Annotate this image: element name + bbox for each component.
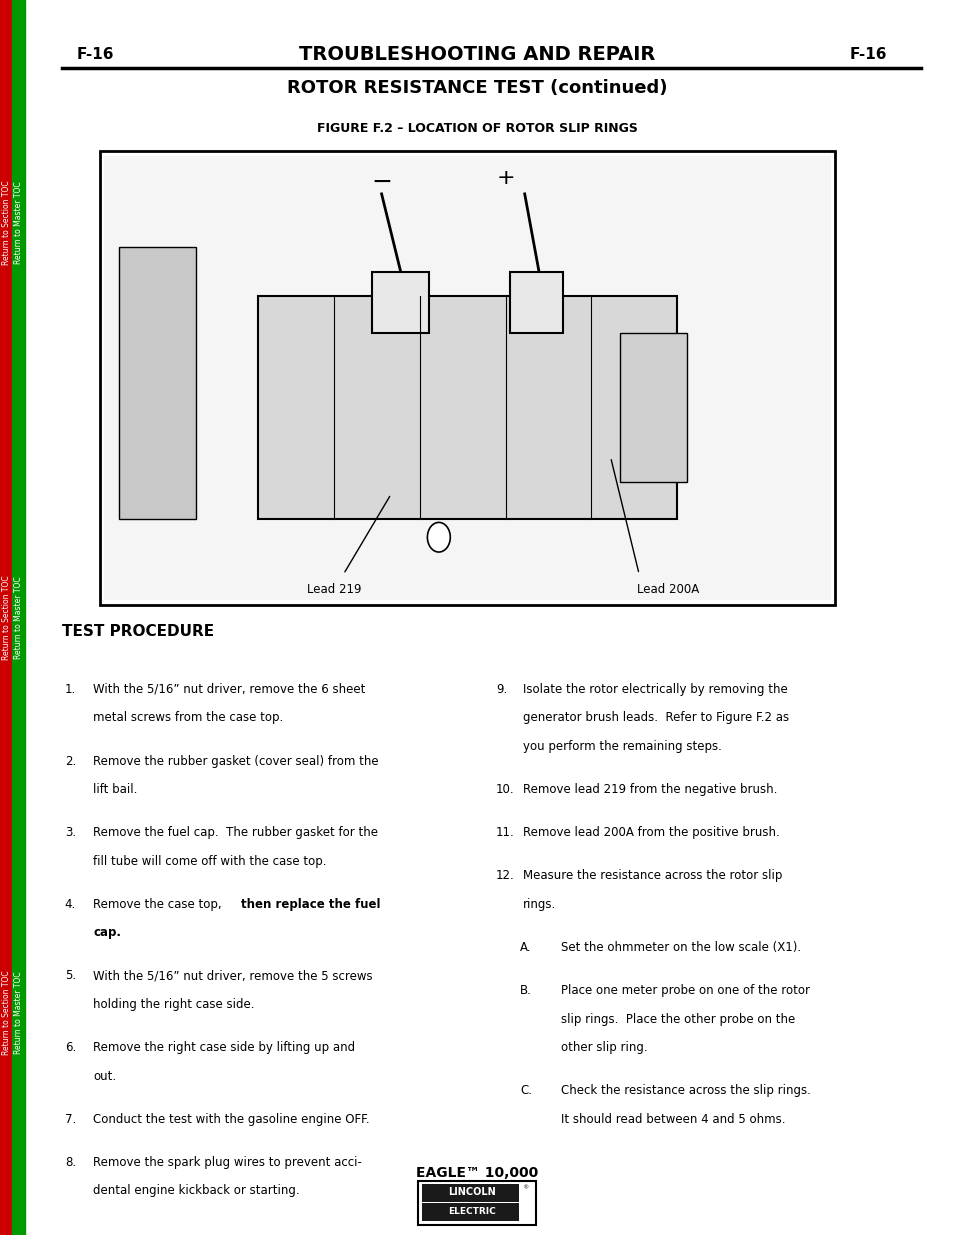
Text: Place one meter probe on one of the rotor: Place one meter probe on one of the roto… — [560, 984, 809, 998]
Bar — [100, 151, 834, 605]
Text: Remove the rubber gasket (cover seal) from the: Remove the rubber gasket (cover seal) fr… — [93, 755, 378, 768]
Circle shape — [427, 522, 450, 552]
Text: Remove lead 200A from the positive brush.: Remove lead 200A from the positive brush… — [522, 826, 779, 840]
Bar — [119, 247, 195, 519]
Text: 1.: 1. — [65, 683, 76, 697]
Text: cap.: cap. — [93, 926, 121, 940]
Text: 5.: 5. — [65, 969, 76, 983]
Text: F-16: F-16 — [849, 47, 886, 62]
Text: Check the resistance across the slip rings.: Check the resistance across the slip rin… — [560, 1084, 810, 1098]
Text: ®: ® — [521, 1186, 528, 1191]
Text: Remove lead 219 from the negative brush.: Remove lead 219 from the negative brush. — [522, 783, 777, 797]
Text: FIGURE F.2 – LOCATION OF ROTOR SLIP RINGS: FIGURE F.2 – LOCATION OF ROTOR SLIP RING… — [316, 122, 637, 135]
Text: Return to Section TOC: Return to Section TOC — [2, 180, 10, 264]
Bar — [12, 0, 25, 1235]
Text: generator brush leads.  Refer to Figure F.2 as: generator brush leads. Refer to Figure F… — [522, 711, 788, 725]
Text: 6.: 6. — [65, 1041, 76, 1055]
Text: Return to Section TOC: Return to Section TOC — [2, 576, 10, 659]
Text: 2.: 2. — [65, 755, 76, 768]
Text: Remove the case top,: Remove the case top, — [93, 898, 226, 911]
Bar — [257, 296, 677, 519]
Text: Conduct the test with the gasoline engine OFF.: Conduct the test with the gasoline engin… — [93, 1113, 370, 1126]
Bar — [421, 1184, 518, 1202]
Text: Remove the fuel cap.  The rubber gasket for the: Remove the fuel cap. The rubber gasket f… — [93, 826, 378, 840]
Bar — [104, 156, 830, 600]
Text: 7.: 7. — [65, 1113, 76, 1126]
Text: 10.: 10. — [496, 783, 515, 797]
Text: F-16: F-16 — [76, 47, 113, 62]
Text: 9.: 9. — [496, 683, 507, 697]
Text: Remove the right case side by lifting up and: Remove the right case side by lifting up… — [93, 1041, 355, 1055]
Text: Measure the resistance across the rotor slip: Measure the resistance across the rotor … — [522, 869, 781, 883]
Bar — [510, 272, 562, 333]
Text: B.: B. — [519, 984, 531, 998]
Text: EAGLE™ 10,000: EAGLE™ 10,000 — [416, 1166, 537, 1181]
Bar — [417, 1181, 536, 1225]
Bar — [372, 272, 429, 333]
Text: you perform the remaining steps.: you perform the remaining steps. — [522, 740, 720, 753]
Text: then replace the fuel: then replace the fuel — [241, 898, 380, 911]
Text: Return to Section TOC: Return to Section TOC — [2, 971, 10, 1055]
Text: With the 5/16” nut driver, remove the 6 sheet: With the 5/16” nut driver, remove the 6 … — [93, 683, 366, 697]
Text: C.: C. — [519, 1084, 532, 1098]
Text: Return to Master TOC: Return to Master TOC — [13, 182, 23, 263]
Text: Remove the spark plug wires to prevent acci-: Remove the spark plug wires to prevent a… — [93, 1156, 362, 1170]
Text: slip rings.  Place the other probe on the: slip rings. Place the other probe on the — [560, 1013, 795, 1026]
Text: 12.: 12. — [496, 869, 515, 883]
Text: Set the ohmmeter on the low scale (X1).: Set the ohmmeter on the low scale (X1). — [560, 941, 801, 955]
Text: 8.: 8. — [65, 1156, 76, 1170]
Text: LINCOLN: LINCOLN — [448, 1187, 496, 1197]
Text: Return to Master TOC: Return to Master TOC — [13, 972, 23, 1053]
Text: A.: A. — [519, 941, 531, 955]
Bar — [0, 0, 12, 1235]
Text: Isolate the rotor electrically by removing the: Isolate the rotor electrically by removi… — [522, 683, 787, 697]
Text: out.: out. — [93, 1070, 116, 1083]
Text: 11.: 11. — [496, 826, 515, 840]
Text: lift bail.: lift bail. — [93, 783, 138, 797]
Text: fill tube will come off with the case top.: fill tube will come off with the case to… — [93, 855, 327, 868]
Text: holding the right case side.: holding the right case side. — [93, 998, 254, 1011]
Text: 4.: 4. — [65, 898, 76, 911]
Text: TEST PROCEDURE: TEST PROCEDURE — [62, 624, 213, 638]
Bar — [421, 1203, 518, 1221]
Text: Lead 200A: Lead 200A — [636, 583, 699, 597]
Text: Return to Master TOC: Return to Master TOC — [13, 577, 23, 658]
Text: ROTOR RESISTANCE TEST (continued): ROTOR RESISTANCE TEST (continued) — [287, 79, 666, 96]
Bar — [619, 333, 686, 482]
Text: dental engine kickback or starting.: dental engine kickback or starting. — [93, 1184, 300, 1198]
Text: TROUBLESHOOTING AND REPAIR: TROUBLESHOOTING AND REPAIR — [298, 44, 655, 64]
Text: It should read between 4 and 5 ohms.: It should read between 4 and 5 ohms. — [560, 1113, 784, 1126]
Text: −: − — [371, 169, 392, 194]
Text: other slip ring.: other slip ring. — [560, 1041, 647, 1055]
Text: With the 5/16” nut driver, remove the 5 screws: With the 5/16” nut driver, remove the 5 … — [93, 969, 373, 983]
Text: 3.: 3. — [65, 826, 76, 840]
Text: rings.: rings. — [522, 898, 556, 911]
Text: Lead 219: Lead 219 — [306, 583, 361, 597]
Text: +: + — [496, 168, 515, 188]
Text: metal screws from the case top.: metal screws from the case top. — [93, 711, 283, 725]
Text: ELECTRIC: ELECTRIC — [448, 1207, 496, 1216]
